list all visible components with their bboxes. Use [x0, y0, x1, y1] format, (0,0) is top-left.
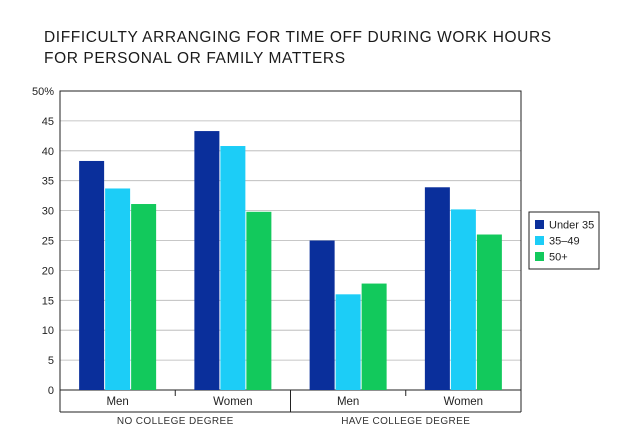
bar — [450, 209, 476, 390]
bar — [424, 187, 450, 390]
group-label: HAVE COLLEGE DEGREE — [341, 416, 470, 427]
bar — [246, 211, 272, 390]
y-tick-label: 40 — [42, 146, 54, 158]
y-tick-label: 10 — [42, 325, 54, 337]
y-tick-label: 45 — [42, 116, 54, 128]
legend-swatch — [535, 236, 544, 245]
x-category-label: Women — [213, 396, 252, 408]
chart-title-line-2: FOR PERSONAL OR FAMILY MATTERS — [44, 50, 346, 67]
bar — [131, 204, 157, 390]
y-tick-label: 35 — [42, 176, 54, 188]
y-tick-label: 15 — [42, 295, 54, 307]
y-tick-label: 0 — [48, 385, 54, 397]
legend-label: 35–49 — [549, 236, 580, 248]
bar — [105, 188, 131, 390]
y-tick-label: 5 — [48, 355, 54, 367]
group-label: NO COLLEGE DEGREE — [117, 416, 234, 427]
bar — [309, 240, 335, 390]
legend-swatch — [535, 252, 544, 261]
x-category-label: Men — [337, 396, 359, 408]
bar — [335, 294, 361, 390]
legend-label: Under 35 — [549, 220, 594, 232]
bar — [476, 234, 502, 390]
y-tick-label: 25 — [42, 236, 54, 248]
x-category-label: Women — [444, 396, 483, 408]
legend-swatch — [535, 220, 544, 229]
y-tick-label: 50% — [32, 86, 54, 98]
y-tick-label: 30 — [42, 206, 54, 218]
bar — [220, 146, 246, 390]
chart-title-line-1: DIFFICULTY ARRANGING FOR TIME OFF DURING… — [44, 29, 552, 46]
x-category-label: Men — [106, 396, 128, 408]
bar — [361, 283, 387, 390]
chart-title: DIFFICULTY ARRANGING FOR TIME OFF DURING… — [44, 27, 552, 69]
bar — [79, 160, 105, 390]
bar — [194, 131, 220, 391]
y-tick-label: 20 — [42, 265, 54, 277]
legend-label: 50+ — [549, 252, 568, 264]
